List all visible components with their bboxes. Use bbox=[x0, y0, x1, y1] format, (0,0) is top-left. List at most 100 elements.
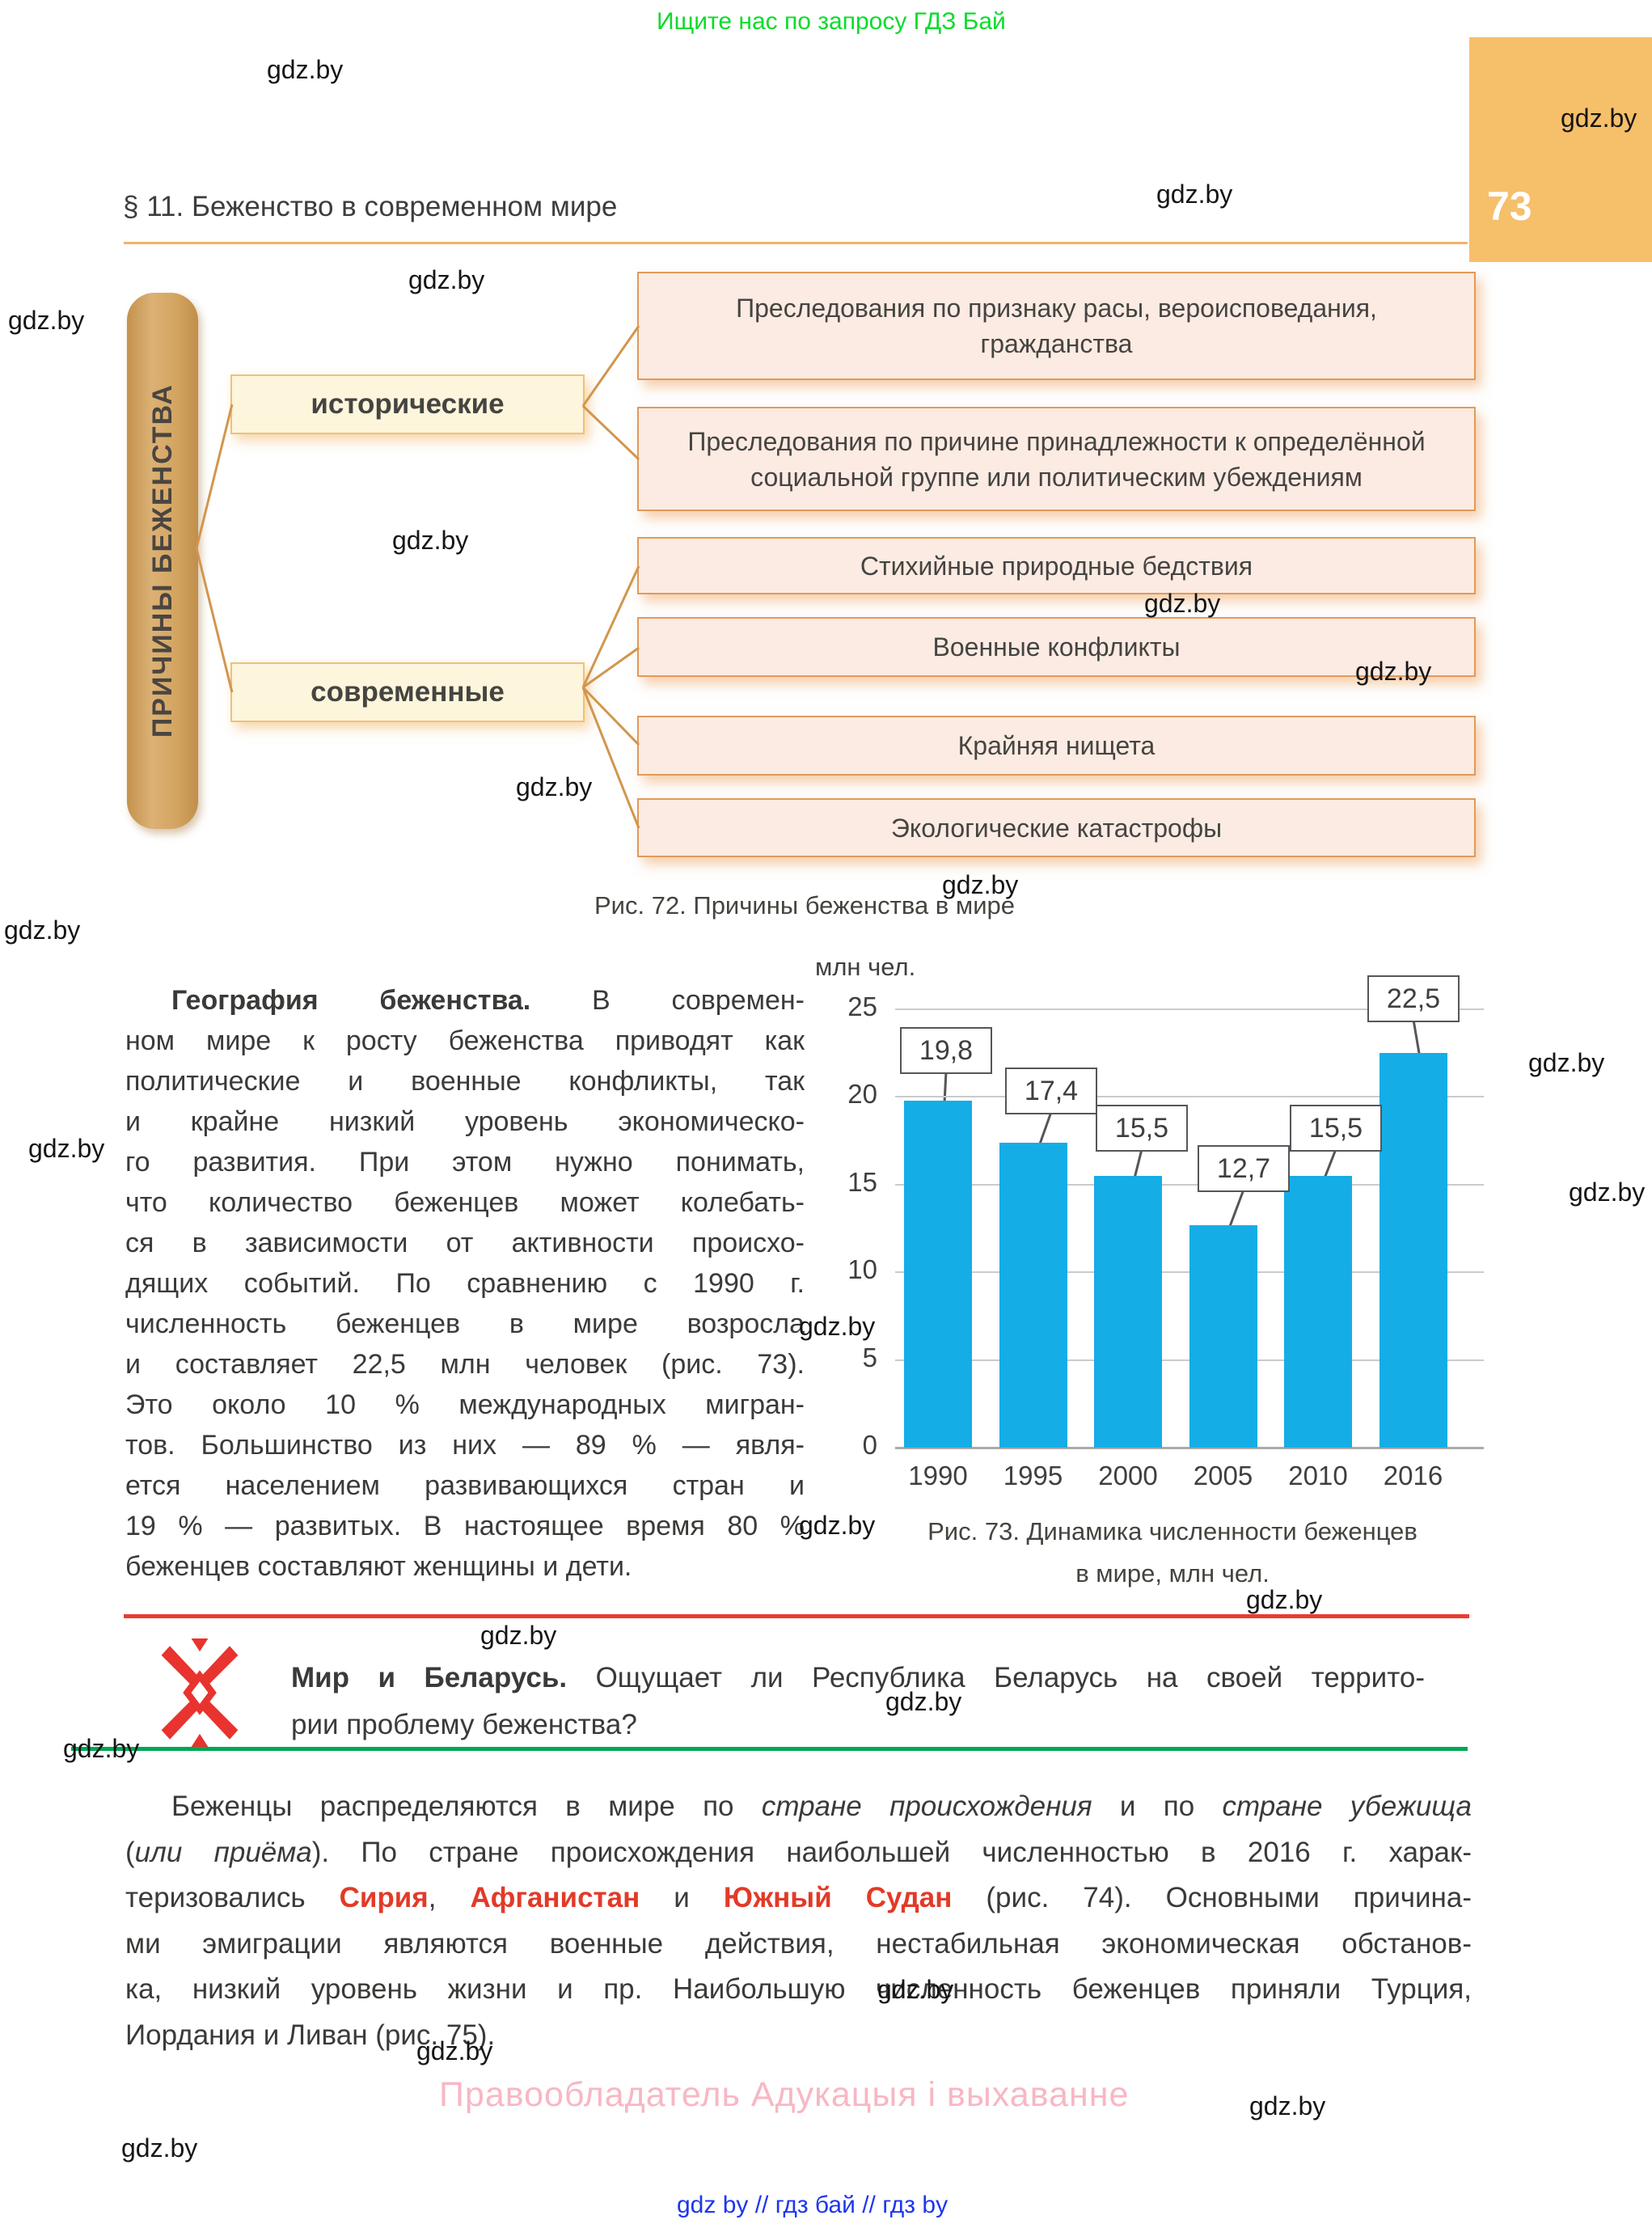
figure-73-caption-line2: в мире, млн чел. bbox=[1075, 1559, 1270, 1588]
bar-2016 bbox=[1379, 1053, 1447, 1448]
world-and-belarus-paragraph: Мир и Беларусь. Ощущает ли Республика Бе… bbox=[291, 1655, 1425, 1748]
gdz-watermark: gdz.by bbox=[8, 306, 85, 335]
text-line: 19 % — развитых. В настоящее время 80 % bbox=[125, 1511, 805, 1541]
gdz-watermark: gdz.by bbox=[4, 915, 81, 945]
gridline bbox=[895, 1008, 1484, 1010]
text-line: География беженства. В современ- bbox=[171, 985, 805, 1016]
diagram-leaf-race-persecution: Преследования по признаку расы, вероиспо… bbox=[637, 272, 1476, 380]
value-callout: 15,5 bbox=[1096, 1105, 1188, 1152]
gdz-watermark: gdz.by bbox=[1156, 180, 1233, 209]
gdz-watermark: gdz.by bbox=[877, 1975, 954, 2004]
gdz-watermark: gdz.by bbox=[799, 1312, 876, 1341]
text-line: ка, низкий уровень жизни и пр. Наибольшу… bbox=[125, 1973, 1472, 2005]
gdz-watermark: gdz.by bbox=[121, 2133, 198, 2163]
publisher-footer: Правообладатель Адукацыя і выхаванне bbox=[439, 2075, 1130, 2114]
header-rule bbox=[124, 242, 1468, 244]
x-tick-label: 2010 bbox=[1288, 1461, 1348, 1490]
text-line: дящих событий. По сравнению с 1990 г. bbox=[125, 1268, 805, 1299]
bar-1995 bbox=[999, 1142, 1067, 1448]
gdz-watermark: gdz.by bbox=[408, 265, 485, 294]
diagram-leaf-eco-catastrophes: Экологические катастрофы bbox=[637, 798, 1476, 857]
value-callout: 17,4 bbox=[1005, 1068, 1097, 1114]
text-line: и составляет 22,5 млн человек (рис. 73). bbox=[125, 1349, 805, 1380]
gdz-watermark: gdz.by bbox=[1355, 657, 1432, 686]
bar-1990 bbox=[904, 1100, 972, 1448]
y-tick-label: 10 bbox=[847, 1254, 877, 1285]
y-tick-label: 20 bbox=[847, 1079, 877, 1110]
gdz-watermark: gdz.by bbox=[516, 772, 593, 801]
value-callout: 12,7 bbox=[1198, 1145, 1290, 1192]
gdz-watermark: gdz.by bbox=[885, 1687, 962, 1716]
text-line: что количество беженцев может колебать- bbox=[125, 1187, 805, 1218]
x-tick-label: 2000 bbox=[1098, 1461, 1158, 1490]
diagram-root-label: ПРИЧИНЫ БЕЖЕНСТВА bbox=[146, 383, 178, 738]
gdz-watermark: gdz.by bbox=[392, 526, 469, 555]
footer-links: gdz by // гдз бай // гдз by bbox=[677, 2192, 949, 2218]
diagram-leaf-extreme-poverty: Крайняя нищета bbox=[637, 716, 1476, 776]
x-tick-label: 1995 bbox=[1003, 1461, 1063, 1490]
gridline bbox=[895, 1096, 1484, 1098]
figure-72-caption: Рис. 72. Причины беженства в мире bbox=[594, 891, 1015, 920]
figure-73-caption-line1: Рис. 73. Динамика численности беженцев bbox=[927, 1517, 1418, 1545]
bar-2000 bbox=[1094, 1175, 1162, 1448]
section-header: § 11. Беженство в современном мире bbox=[123, 191, 618, 222]
x-tick-label: 2005 bbox=[1193, 1461, 1253, 1490]
text-line: и крайне низкий уровень экономическо- bbox=[125, 1106, 805, 1137]
text-line: тов. Большинство из них — 89 % — явля- bbox=[125, 1430, 805, 1461]
text-line: го развития. При этом нужно понимать, bbox=[125, 1147, 805, 1178]
text-line: ми эмиграции являются военные действия, … bbox=[125, 1927, 1472, 1960]
chart-unit-label: млн чел. bbox=[815, 953, 916, 981]
text-line: Беженцы распределяются в мире по стране … bbox=[171, 1791, 1472, 1822]
gdz-watermark: gdz.by bbox=[799, 1511, 876, 1540]
y-tick-label: 5 bbox=[862, 1342, 877, 1372]
gdz-watermark: gdz.by bbox=[63, 1734, 140, 1763]
page-number: 73 bbox=[1487, 184, 1532, 229]
text-line: ется населением развивающихся стран и bbox=[125, 1470, 805, 1501]
red-rule bbox=[124, 1614, 1469, 1618]
text-line: ном мире к росту беженства приводят как bbox=[125, 1025, 805, 1056]
belarus-ornament-icon bbox=[161, 1638, 239, 1747]
gdz-watermark: gdz.by bbox=[267, 55, 344, 84]
y-tick-label: 0 bbox=[862, 1430, 877, 1460]
page-number-box: 73 bbox=[1469, 37, 1652, 262]
bar-2005 bbox=[1189, 1224, 1257, 1448]
x-tick-label: 1990 bbox=[908, 1461, 968, 1490]
gdz-watermark: gdz.by bbox=[942, 870, 1019, 899]
gdz-watermark: gdz.by bbox=[416, 2036, 493, 2065]
green-rule bbox=[71, 1747, 1468, 1751]
diagram-root-bar: ПРИЧИНЫ БЕЖЕНСТВА bbox=[127, 293, 198, 829]
y-tick-label: 15 bbox=[847, 1166, 877, 1197]
gdz-watermark: gdz.by bbox=[28, 1134, 105, 1163]
text-line: теризовались Сирия, Афганистан и Южный С… bbox=[125, 1882, 1472, 1913]
x-axis-line bbox=[895, 1447, 1484, 1449]
gdz-watermark: gdz.by bbox=[1144, 589, 1221, 618]
gdz-watermark: gdz.by bbox=[1569, 1178, 1646, 1207]
diagram-leaf-natural-disasters: Стихийные природные бедствия bbox=[637, 537, 1476, 594]
diagram-leaf-military-conflicts: Военные конфликты bbox=[637, 617, 1476, 677]
diagram-branch-historical: исторические bbox=[230, 374, 585, 434]
gdz-watermark: gdz.by bbox=[1528, 1048, 1605, 1077]
text-line: Это около 10 % международных мигран- bbox=[125, 1389, 805, 1420]
value-callout: 19,8 bbox=[900, 1027, 992, 1074]
text-line: беженцев составляют женщины и дети. bbox=[125, 1551, 632, 1582]
text-line: численность беженцев в мире возросла bbox=[125, 1309, 805, 1339]
x-tick-label: 2016 bbox=[1383, 1461, 1443, 1490]
gdz-watermark: gdz.by bbox=[1249, 2091, 1326, 2120]
gdz-watermark: gdz.by bbox=[480, 1621, 557, 1650]
text-line: политические и военные конфликты, так bbox=[125, 1066, 805, 1097]
y-tick-label: 25 bbox=[847, 991, 877, 1021]
value-callout: 22,5 bbox=[1367, 975, 1460, 1022]
text-line: ся в зависимости от активности происхо- bbox=[125, 1228, 805, 1258]
bar-2010 bbox=[1284, 1175, 1352, 1448]
diagram-branch-modern: современные bbox=[230, 662, 585, 722]
top-banner: Ищите нас по запросу ГДЗ Бай bbox=[657, 8, 1006, 35]
text-line: Иордания и Ливан (рис. 75). bbox=[125, 2019, 496, 2051]
gdz-watermark: gdz.by bbox=[1561, 104, 1637, 133]
gridline bbox=[895, 1183, 1484, 1186]
value-callout: 15,5 bbox=[1290, 1105, 1382, 1152]
text-line: (или приёма). По стране происхождения на… bbox=[125, 1836, 1472, 1868]
text-line: Мир и Беларусь. Ощущает ли Республика Бе… bbox=[291, 1662, 1425, 1693]
diagram-leaf-social-persecution: Преследования по причине принадлежности … bbox=[637, 407, 1476, 511]
geography-paragraph: География беженства. В современ-ном мире… bbox=[125, 980, 805, 1587]
